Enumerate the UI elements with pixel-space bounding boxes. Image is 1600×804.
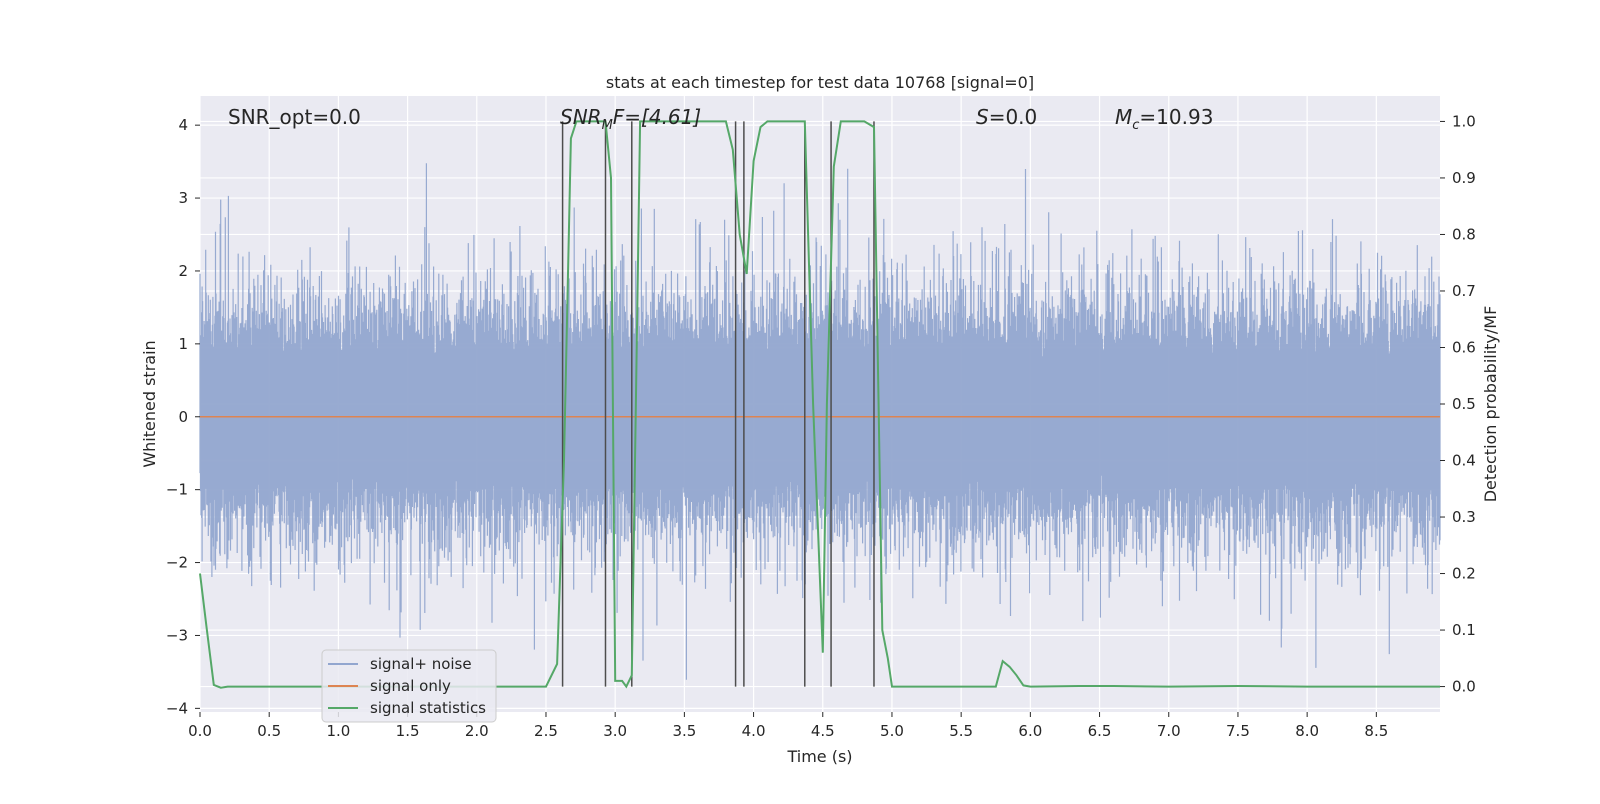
y-tick-label-left: 2 bbox=[178, 262, 188, 280]
annotation-snr-mf: SNRMF=[4.61] bbox=[560, 105, 701, 133]
y-tick-label-left: 3 bbox=[178, 189, 188, 207]
legend: signal+ noise signal only signal statist… bbox=[321, 649, 497, 723]
y-tick-label-right: 0.7 bbox=[1452, 282, 1476, 300]
x-tick-label: 7.5 bbox=[1226, 722, 1250, 740]
chart-title: stats at each timestep for test data 107… bbox=[606, 73, 1034, 92]
y-axis-label-left: Whitened strain bbox=[140, 340, 159, 467]
x-tick-label: 4.0 bbox=[742, 722, 766, 740]
x-ticks: 0.0 0.5 1.0 1.5 2.0 2.5 3.0 3.5 4.0 4.5 5.0 5.5 6.0 6… bbox=[188, 712, 1388, 740]
y-tick-label-right: 0.4 bbox=[1452, 452, 1476, 470]
x-tick-label: 2.5 bbox=[534, 722, 558, 740]
x-tick-label: 0.0 bbox=[188, 722, 212, 740]
legend-label-noise: signal+ noise bbox=[370, 655, 472, 673]
y-tick-label-right: 0.3 bbox=[1452, 508, 1476, 526]
x-tick-label: 0.5 bbox=[257, 722, 281, 740]
y-tick-label-right: 0.0 bbox=[1452, 678, 1476, 696]
y-tick-label-left: 4 bbox=[178, 116, 188, 134]
y-tick-label-right: 0.5 bbox=[1452, 395, 1476, 413]
x-tick-label: 1.5 bbox=[396, 722, 420, 740]
x-tick-label: 3.5 bbox=[672, 722, 696, 740]
x-tick-label: 6.0 bbox=[1018, 722, 1042, 740]
y-tick-label-right: 0.1 bbox=[1452, 621, 1476, 639]
x-tick-label: 8.0 bbox=[1295, 722, 1319, 740]
x-tick-label: 8.5 bbox=[1364, 722, 1388, 740]
x-tick-label: 3.0 bbox=[603, 722, 627, 740]
x-tick-label: 7.0 bbox=[1157, 722, 1181, 740]
vertical-markers bbox=[561, 121, 875, 687]
x-tick-label: 5.0 bbox=[880, 722, 904, 740]
legend-label-signal-only: signal only bbox=[370, 677, 451, 695]
y-tick-label-right: 1.0 bbox=[1452, 112, 1476, 130]
y-tick-label-left: −4 bbox=[166, 699, 188, 717]
y-tick-label-right: 0.6 bbox=[1452, 338, 1476, 356]
annotation-snr-opt: SNR_opt=0.0 bbox=[228, 105, 361, 129]
y-ticks-left: 4 3 2 1 0 −1 −2 −3 −4 bbox=[166, 116, 200, 717]
y-tick-label-right: 0.8 bbox=[1452, 225, 1476, 243]
x-tick-label: 5.5 bbox=[949, 722, 973, 740]
y-tick-label-right: 0.2 bbox=[1452, 565, 1476, 583]
y-tick-label-left: −3 bbox=[166, 626, 188, 644]
annotation-mc: Mc=10.93 bbox=[1115, 105, 1213, 133]
x-tick-label: 2.0 bbox=[465, 722, 489, 740]
y-tick-label-right: 0.9 bbox=[1452, 169, 1476, 187]
y-tick-label-left: −2 bbox=[166, 554, 188, 572]
legend-box bbox=[321, 649, 497, 723]
y-tick-label-left: 0 bbox=[178, 408, 188, 426]
annotation-s: S=0.0 bbox=[976, 105, 1037, 129]
signal-statistics-series bbox=[199, 120, 1440, 689]
x-tick-label: 4.5 bbox=[811, 722, 835, 740]
x-axis-label: Time (s) bbox=[786, 747, 852, 766]
y-tick-label-left: 1 bbox=[178, 335, 188, 353]
x-tick-label: 1.0 bbox=[326, 722, 350, 740]
x-tick-label: 6.5 bbox=[1088, 722, 1112, 740]
y-ticks-right: 1.0 0.9 0.8 0.7 0.6 0.5 0.4 0.3 0.2 0.1 0.0 bbox=[1440, 112, 1476, 696]
y-tick-label-left: −1 bbox=[166, 481, 188, 499]
y-axis-label-right: Detection probability/MF bbox=[1481, 306, 1500, 503]
legend-label-statistics: signal statistics bbox=[370, 699, 486, 717]
